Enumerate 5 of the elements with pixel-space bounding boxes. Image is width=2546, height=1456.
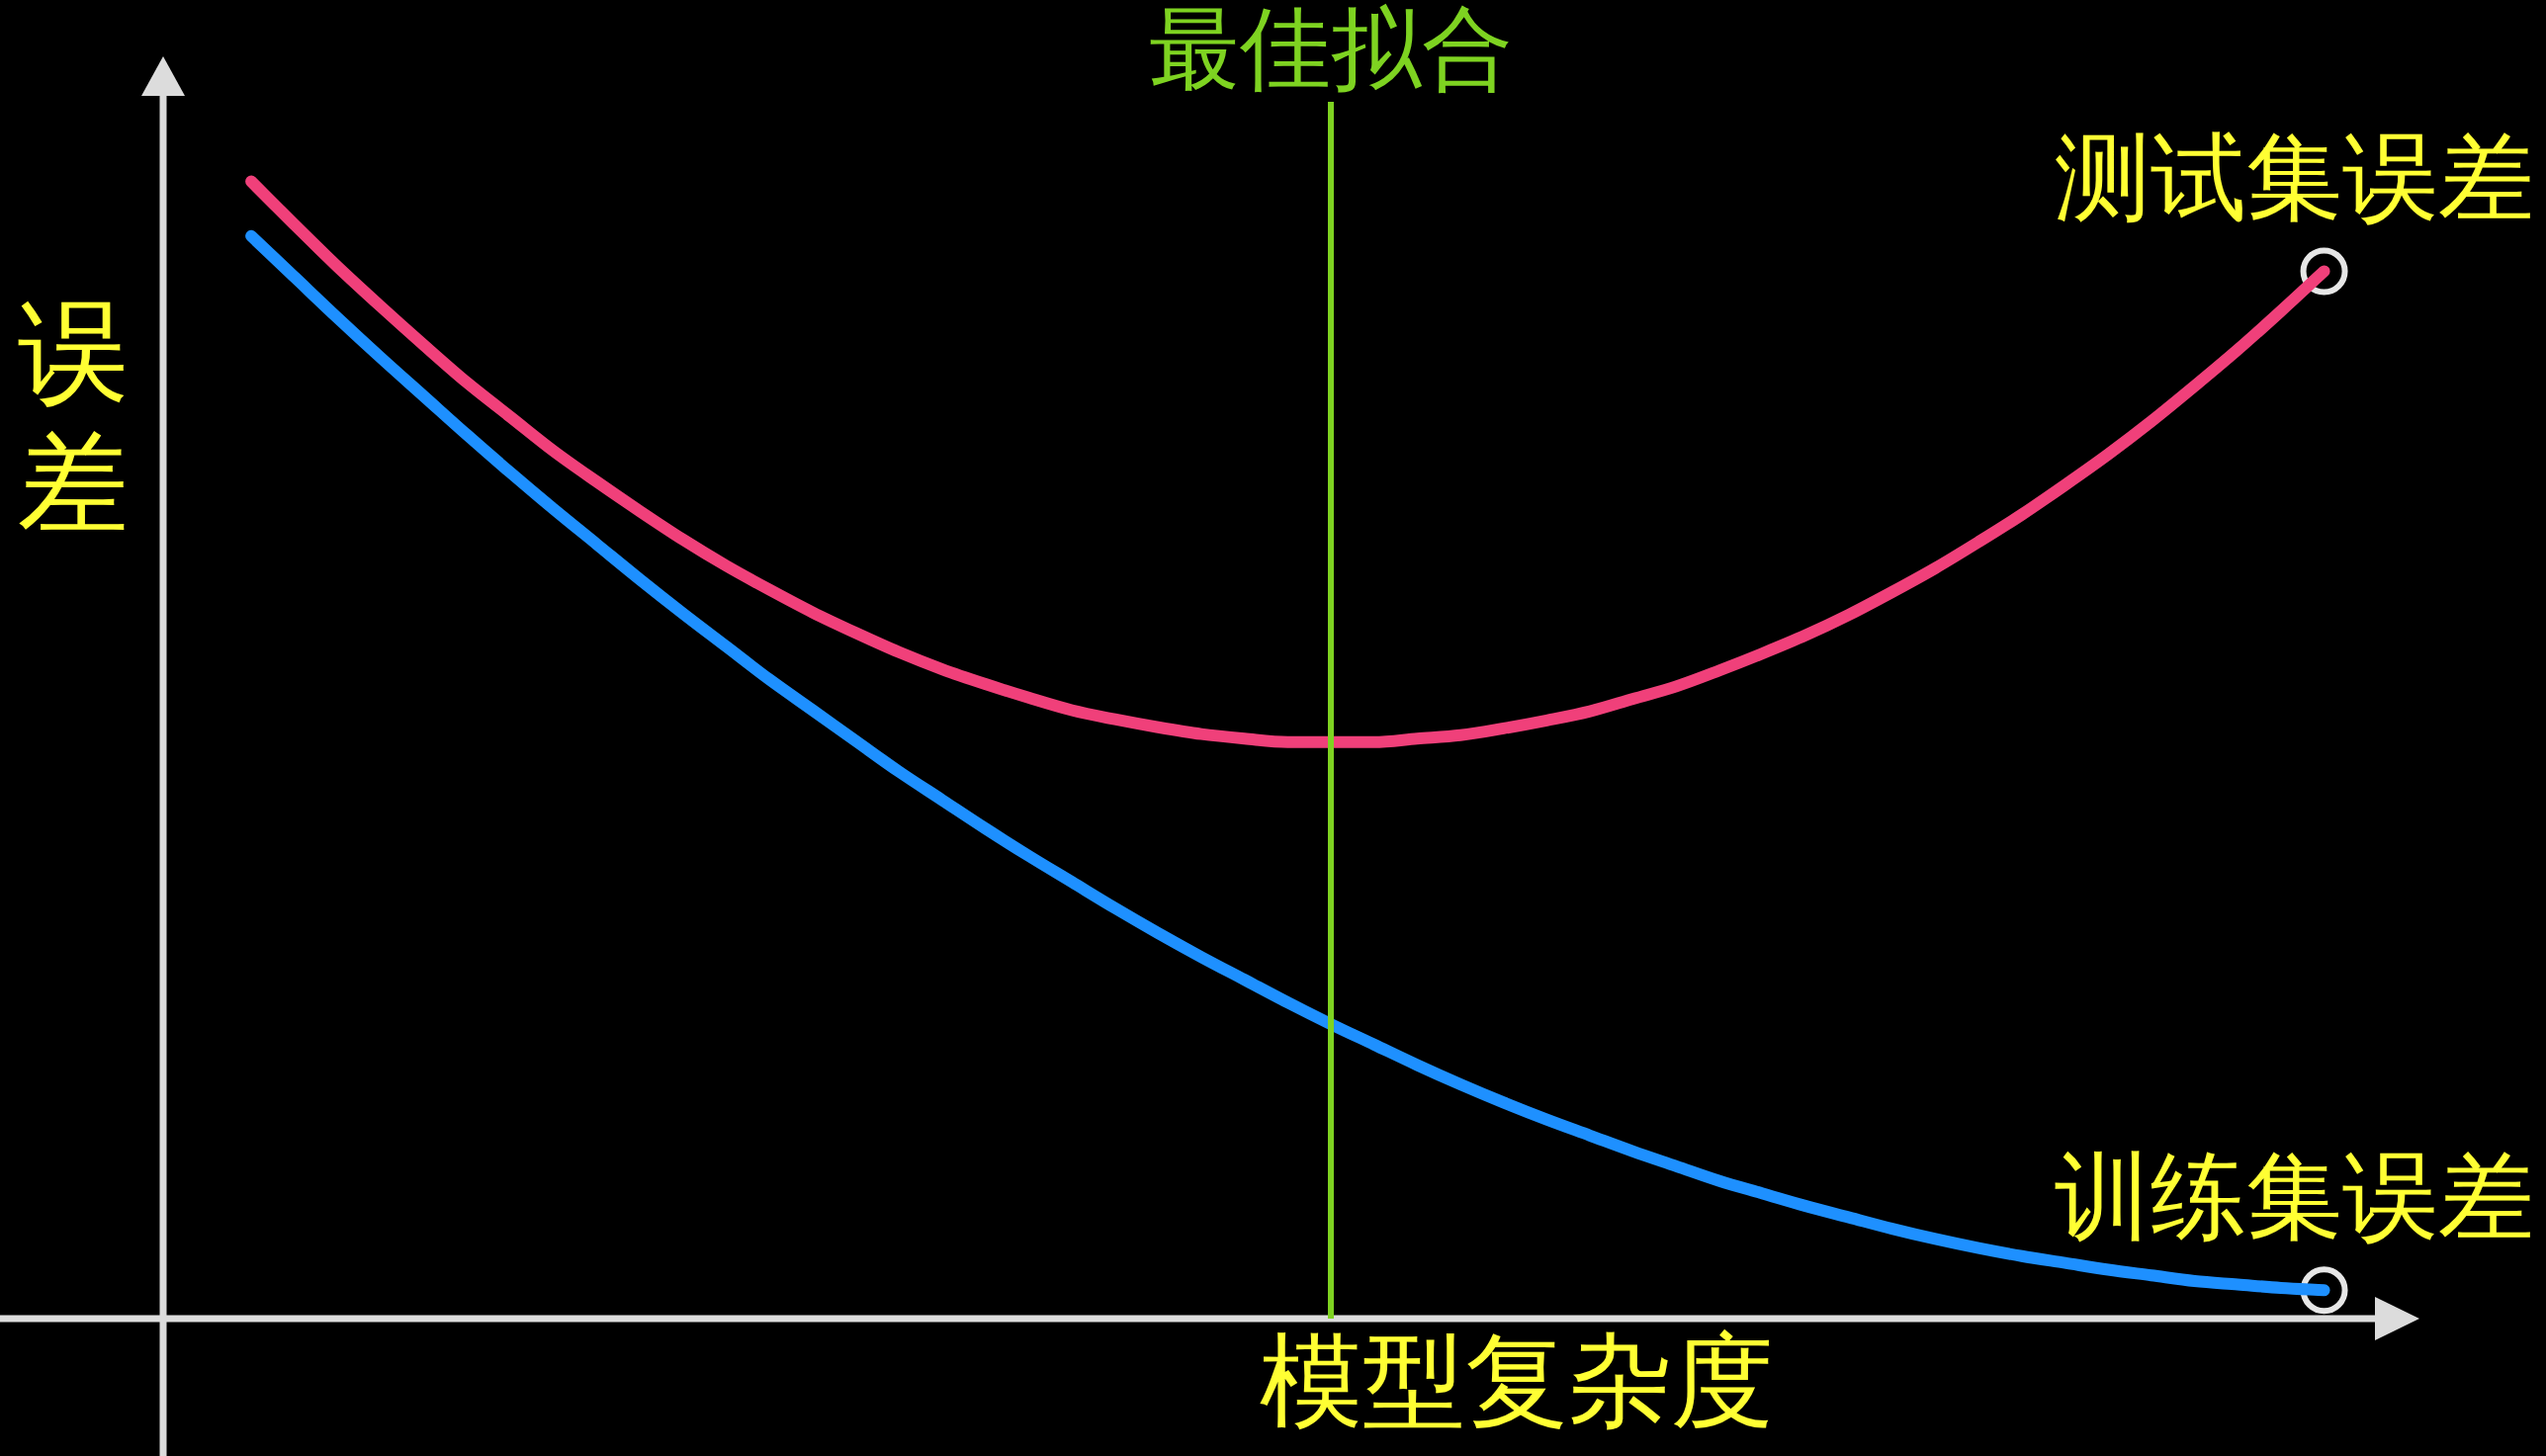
series-label: 训练集误差 [2055,1140,2534,1252]
x-axis-title: 模型复杂度 [1260,1321,1775,1442]
y-axis-title: 误差 [18,287,129,548]
text: 最佳拟合 [1149,0,1514,102]
series-label: 测试集误差 [2055,122,2534,234]
